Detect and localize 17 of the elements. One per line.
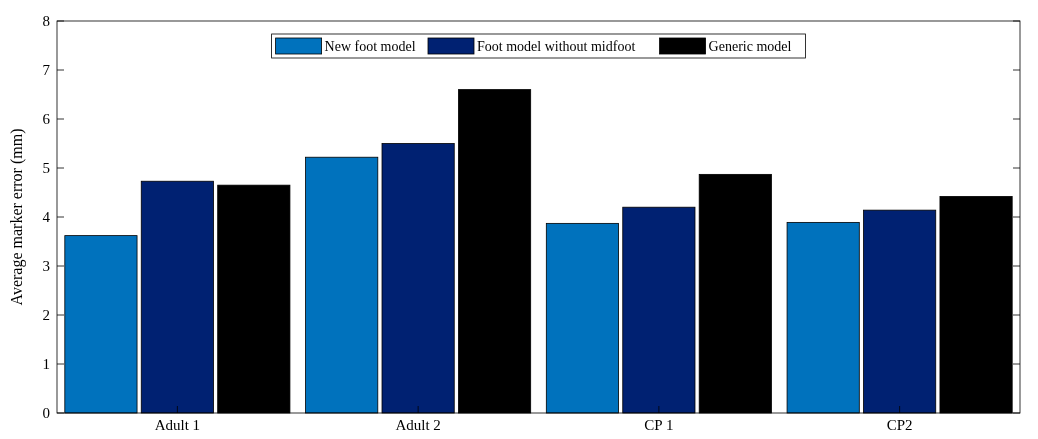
y-tick-label: 5 (42, 160, 50, 177)
y-tick-label: 0 (42, 405, 50, 422)
y-tick-label: 4 (42, 209, 51, 226)
y-tick-label: 6 (42, 111, 51, 128)
legend-label: New foot model (324, 38, 416, 54)
x-tick-label: Adult 1 (154, 417, 201, 433)
legend-label: Foot model without midfoot (477, 38, 636, 54)
x-tick-label: CP2 (886, 417, 913, 433)
y-tick-label: 2 (42, 307, 50, 324)
x-tick-label: CP 1 (644, 417, 674, 433)
y-tick-label: 1 (42, 356, 50, 373)
x-tick-label: Adult 2 (395, 417, 441, 433)
y-axis-title: Average marker error (mm) (8, 128, 26, 306)
y-tick-label: 7 (42, 62, 51, 79)
y-tick-label: 8 (42, 13, 50, 30)
legend-label: Generic model (708, 38, 792, 54)
y-tick-label: 3 (42, 258, 50, 275)
